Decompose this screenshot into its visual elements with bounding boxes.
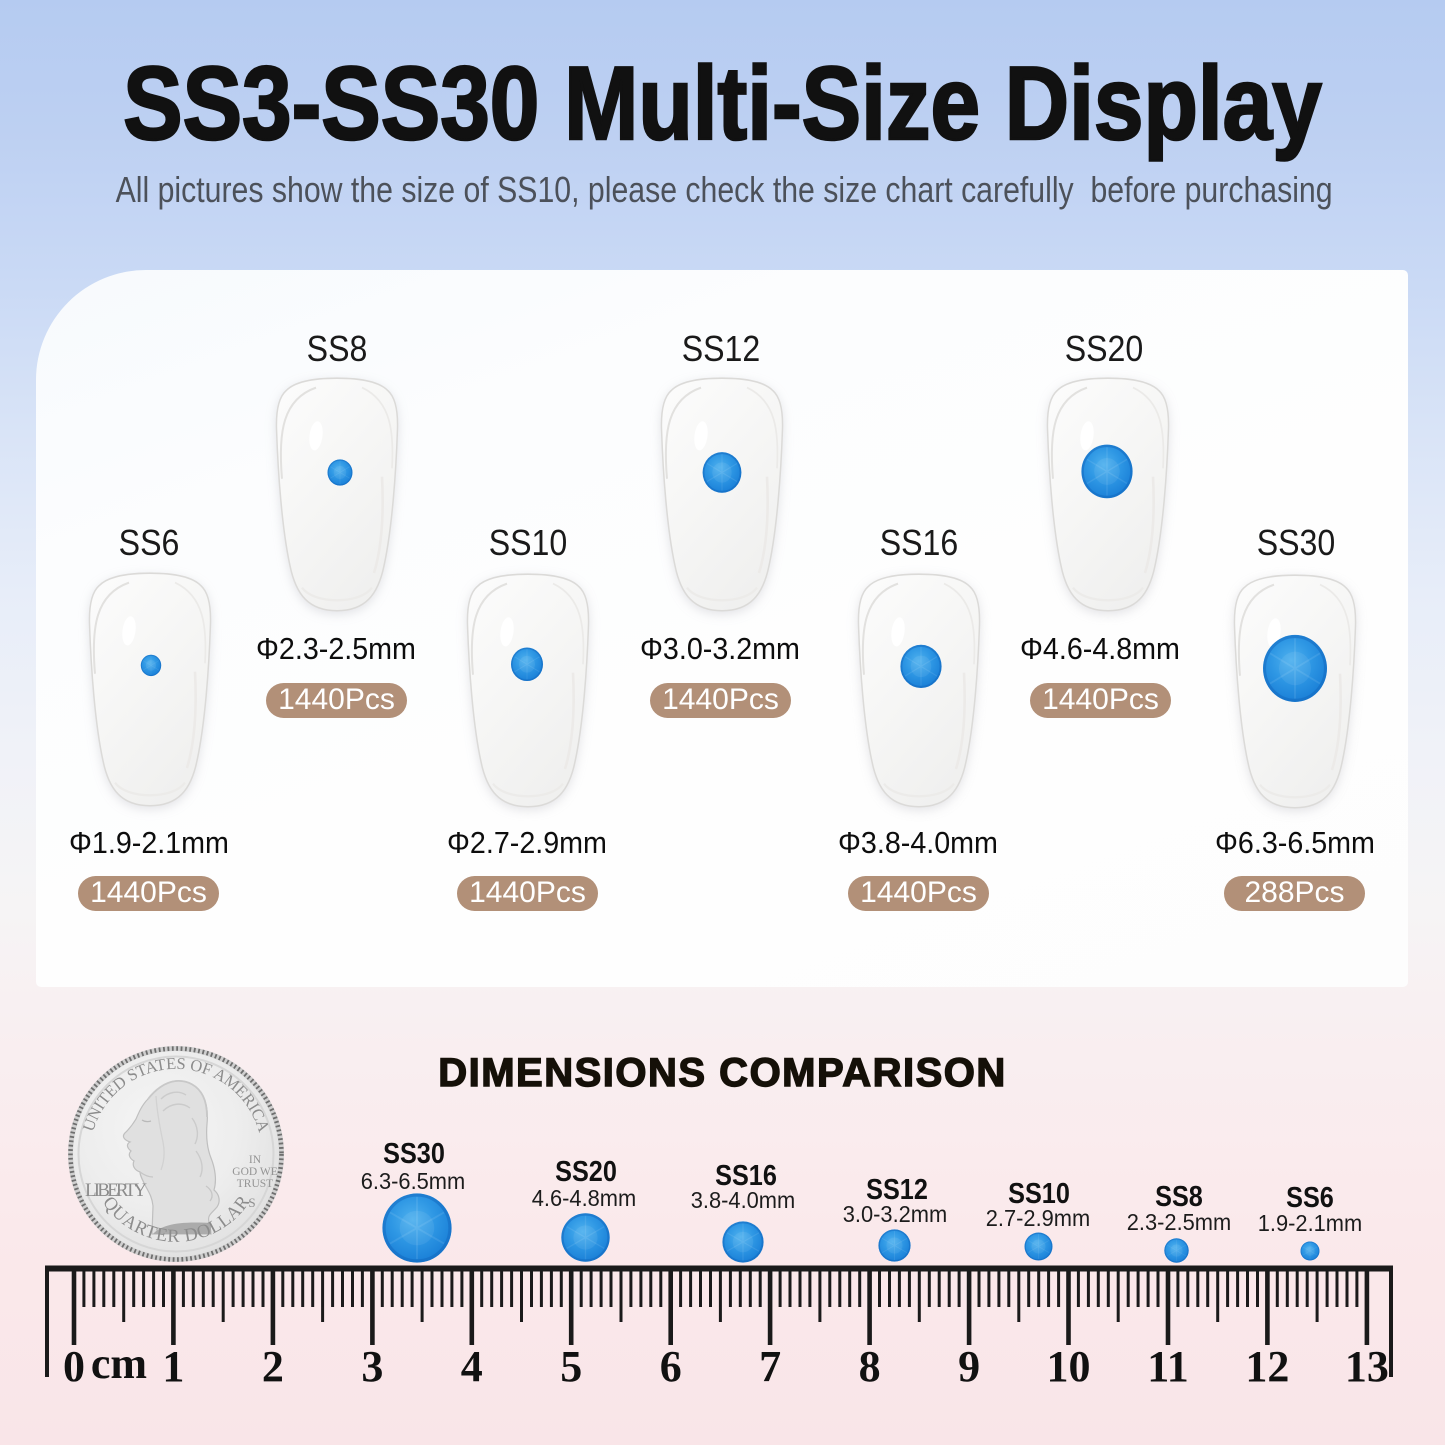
svg-text:9: 9 [958, 1342, 980, 1391]
svg-text:3: 3 [361, 1342, 383, 1391]
svg-text:cm: cm [91, 1339, 147, 1388]
svg-text:0: 0 [63, 1342, 85, 1391]
svg-text:10: 10 [1047, 1342, 1091, 1391]
svg-text:GOD WE: GOD WE [232, 1166, 277, 1178]
svg-text:2: 2 [262, 1342, 284, 1391]
svg-text:IN: IN [249, 1154, 262, 1166]
svg-text:6: 6 [660, 1342, 682, 1391]
svg-text:13: 13 [1345, 1342, 1389, 1391]
svg-text:12: 12 [1245, 1342, 1289, 1391]
svg-text:7: 7 [759, 1342, 781, 1391]
svg-text:4: 4 [461, 1342, 483, 1391]
svg-text:1: 1 [162, 1342, 184, 1391]
svg-text:TRUST: TRUST [237, 1178, 273, 1190]
svg-text:LIBERTY: LIBERTY [85, 1180, 147, 1201]
svg-text:8: 8 [859, 1342, 881, 1391]
svg-text:11: 11 [1147, 1342, 1189, 1391]
svg-text:5: 5 [560, 1342, 582, 1391]
svg-text:S: S [248, 1195, 255, 1210]
